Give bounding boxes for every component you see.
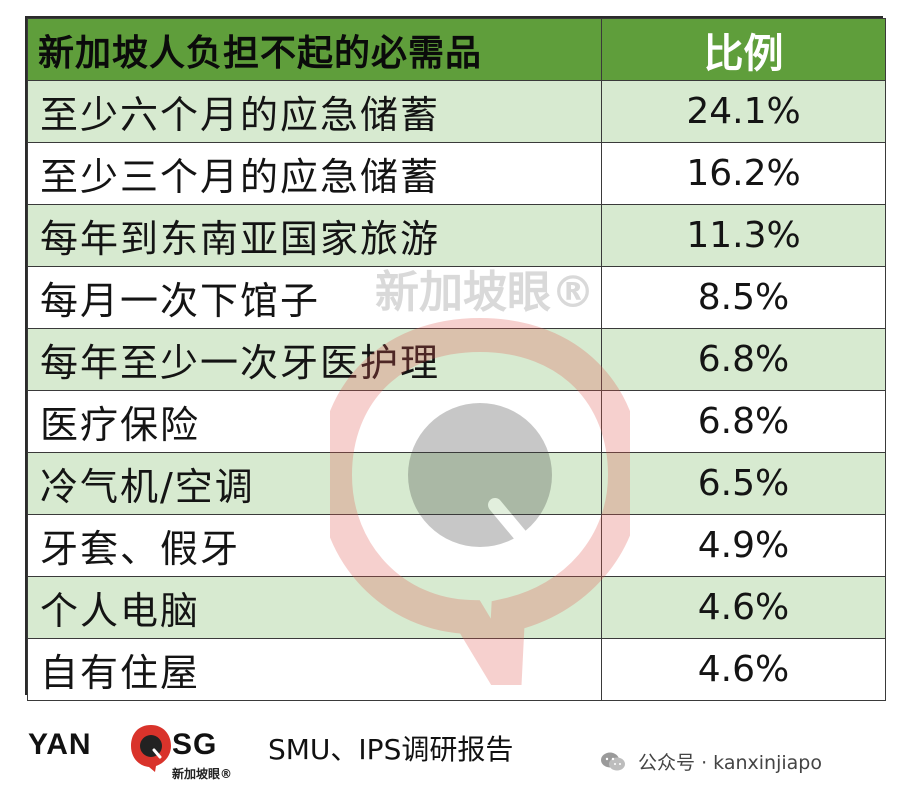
wechat-label: 公众号 · kanxinjiapo [638,752,822,774]
row-value: 4.6% [601,638,886,701]
affordability-table: 新加坡人负担不起的必需品 比例 至少六个月的应急储蓄 24.1% 至少三个月的应… [27,18,886,701]
logo-text-left: YAN [28,728,92,761]
wechat-account: 公众号 · kanxinjiapo [600,748,822,774]
data-table-container: 新加坡人负担不起的必需品 比例 至少六个月的应急储蓄 24.1% 至少三个月的应… [25,16,886,701]
header-ratio: 比例 [601,18,886,81]
table-row: 医疗保险 6.8% [27,390,886,453]
table-row: 每年到东南亚国家旅游 11.3% [27,204,886,267]
row-value: 8.5% [601,266,886,329]
yan-sg-logo: YAN SG 新加坡眼® [28,720,248,781]
row-value: 16.2% [601,142,886,205]
footer: YAN SG 新加坡眼® SMU、IPS调研报告 公众号 · kanxinjia… [0,700,903,794]
row-item: 至少六个月的应急储蓄 [27,80,602,143]
row-item: 至少三个月的应急储蓄 [27,142,602,205]
table-row: 牙套、假牙 4.9% [27,514,886,577]
yan-sg-logo-icon [131,725,171,772]
header-item: 新加坡人负担不起的必需品 [27,18,602,81]
table-row: 每月一次下馆子 8.5% [27,266,886,329]
logo-text-right: SG [172,728,218,761]
table-header-row: 新加坡人负担不起的必需品 比例 [27,18,886,81]
row-item: 牙套、假牙 [27,514,602,577]
table-row: 个人电脑 4.6% [27,576,886,639]
row-value: 6.8% [601,390,886,453]
source-text: SMU、IPS调研报告 [268,733,514,766]
table-row: 冷气机/空调 6.5% [27,452,886,515]
row-value: 24.1% [601,80,886,143]
row-value: 11.3% [601,204,886,267]
table-row: 至少三个月的应急储蓄 16.2% [27,142,886,205]
row-item: 每年至少一次牙医护理 [27,328,602,391]
wechat-icon [601,752,625,770]
table-row: 至少六个月的应急储蓄 24.1% [27,80,886,143]
row-item: 医疗保险 [27,390,602,453]
table-row: 自有住屋 4.6% [27,638,886,701]
row-value: 4.9% [601,514,886,577]
row-value: 6.5% [601,452,886,515]
table-row: 每年至少一次牙医护理 6.8% [27,328,886,391]
row-item: 个人电脑 [27,576,602,639]
row-item: 每年到东南亚国家旅游 [27,204,602,267]
row-value: 4.6% [601,576,886,639]
row-item: 自有住屋 [27,638,602,701]
row-value: 6.8% [601,328,886,391]
logo-subtitle: 新加坡眼® [172,767,233,781]
row-item: 冷气机/空调 [27,452,602,515]
row-item: 每月一次下馆子 [27,266,602,329]
